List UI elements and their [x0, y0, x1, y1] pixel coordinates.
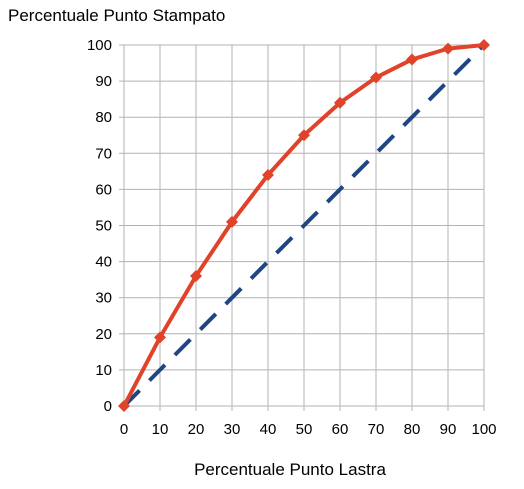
data-point-marker [118, 400, 130, 412]
y-tick-label: 20 [95, 326, 112, 343]
x-tick-label: 50 [296, 421, 313, 438]
x-tick-label: 60 [332, 421, 349, 438]
data-point-marker [478, 39, 490, 51]
y-axis-title: Percentuale Punto Stampato [8, 6, 226, 25]
data-point-marker [298, 129, 310, 142]
data-point-marker [406, 53, 418, 66]
data-point-marker [370, 71, 382, 84]
data-point-marker [154, 331, 166, 344]
x-tick-label: 70 [368, 421, 385, 438]
x-axis-title: Percentuale Punto Lastra [194, 460, 386, 479]
x-tick-label: 100 [471, 421, 496, 438]
y-tick-label: 70 [95, 145, 112, 162]
x-tick-label: 10 [152, 421, 169, 438]
x-tick-label: 30 [224, 421, 241, 438]
data-point-marker [190, 270, 202, 283]
x-tick-label: 0 [120, 421, 128, 438]
series-line-dashed [122, 43, 486, 408]
data-point-marker [442, 42, 454, 55]
series-layer [118, 39, 490, 412]
y-tick-label: 40 [95, 254, 112, 271]
data-point-marker [262, 168, 274, 181]
y-tick-label: 100 [87, 37, 112, 54]
x-tick-label: 90 [440, 421, 457, 438]
y-tick-label: 80 [95, 109, 112, 126]
y-tick-label: 50 [95, 218, 112, 235]
x-tick-label: 40 [260, 421, 277, 438]
y-tick-label: 60 [95, 181, 112, 198]
x-tick-labels: 0 10 20 30 40 50 60 70 80 90 100 [120, 421, 497, 438]
x-tick-label: 20 [188, 421, 205, 438]
data-point-marker [334, 96, 346, 109]
y-tick-label: 90 [95, 73, 112, 90]
y-tick-label: 10 [95, 362, 112, 379]
y-tick-label: 0 [104, 398, 112, 415]
x-tick-label: 80 [404, 421, 421, 438]
y-tick-labels: 0 10 20 30 40 50 60 70 80 90 100 [87, 37, 112, 415]
y-tick-label: 30 [95, 290, 112, 307]
data-point-marker [226, 215, 238, 228]
